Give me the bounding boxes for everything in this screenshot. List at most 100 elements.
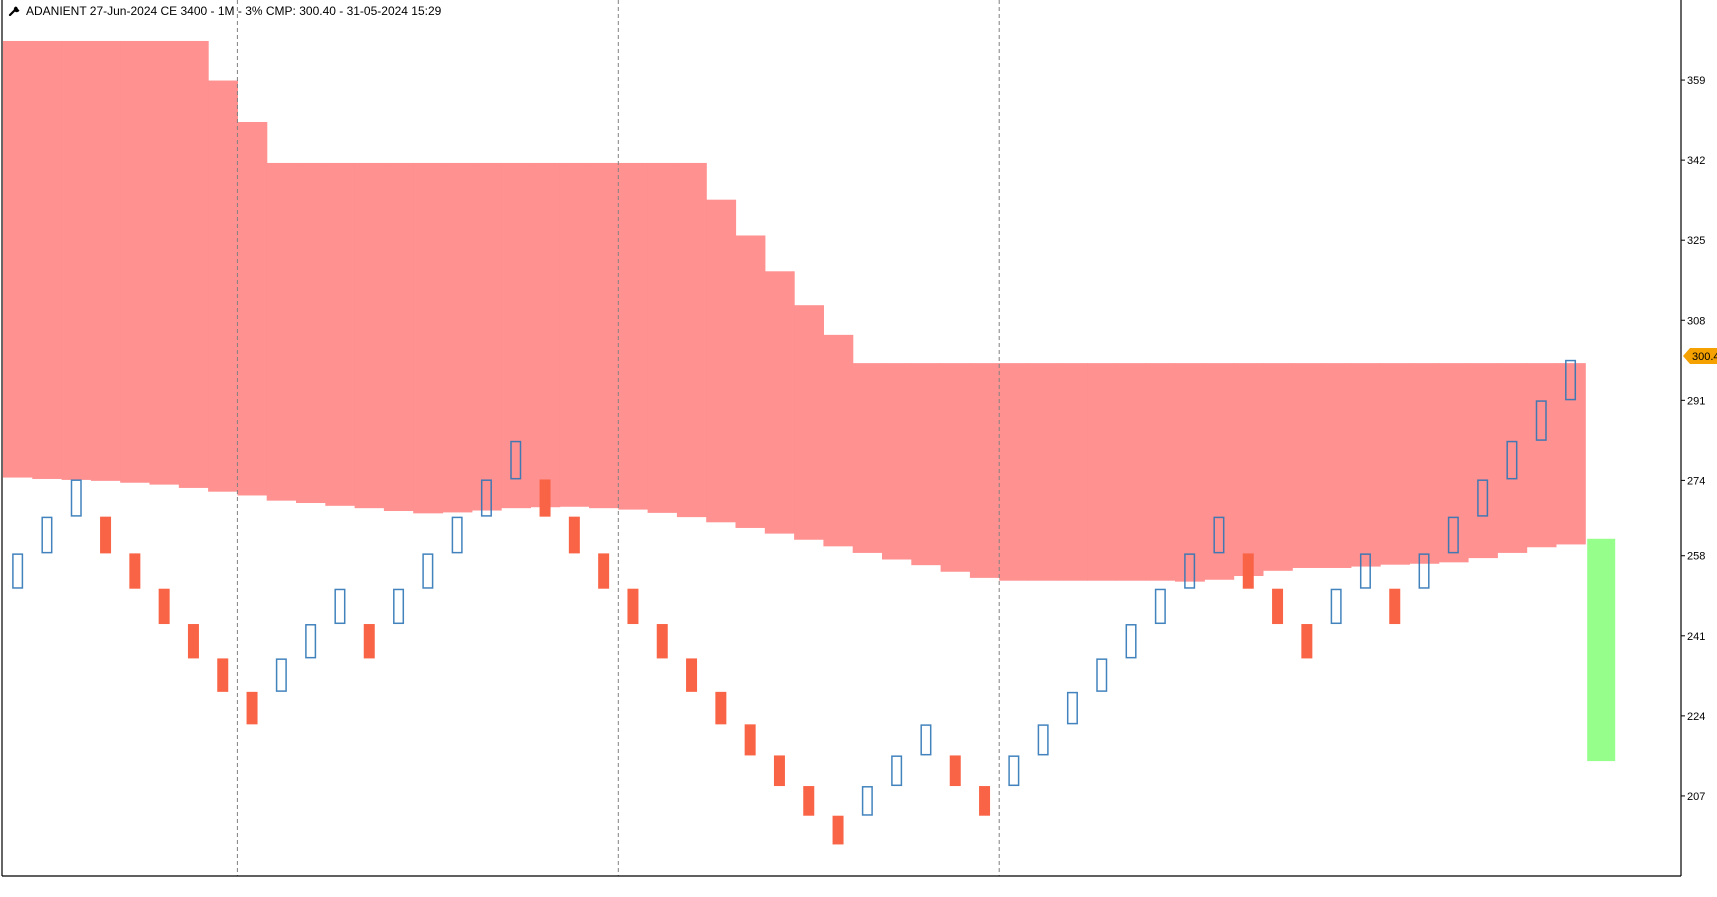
renko-brick-down	[1272, 588, 1284, 625]
zone-segment	[120, 40, 151, 483]
renko-brick-layer	[12, 359, 1577, 845]
renko-brick-up	[1125, 624, 1137, 659]
renko-brick-down	[598, 553, 610, 589]
zone-segment	[882, 363, 912, 560]
zone-segment	[1526, 363, 1557, 548]
zone-segment	[325, 162, 356, 506]
zone-segment	[266, 162, 297, 501]
column-separator-layer	[236, 0, 1000, 876]
renko-brick-down	[1301, 624, 1313, 659]
zone-segment	[911, 363, 942, 566]
zone-segment	[1409, 363, 1440, 564]
price-axis: 359 342 325 308 291 274 258 241 224 207 300.4	[1, 0, 1717, 877]
zone-segment	[823, 334, 854, 547]
renko-brick-down	[158, 588, 170, 625]
renko-brick-down	[715, 691, 727, 725]
zone-segment	[530, 162, 561, 508]
renko-brick-up	[1066, 691, 1078, 725]
renko-brick-up	[891, 755, 903, 787]
y-tick-label: 258	[1687, 551, 1705, 563]
zone-segment	[3, 40, 33, 478]
zone-segment	[852, 363, 883, 553]
renko-brick-up	[1096, 658, 1108, 692]
renko-brick-up	[393, 588, 405, 625]
zone-segment	[1116, 363, 1147, 581]
zone-segment	[676, 162, 707, 518]
zone-segment	[559, 162, 590, 507]
volume-bar	[1587, 538, 1616, 762]
current-price-tag: 300.4	[1683, 348, 1717, 365]
zone-segment	[735, 235, 766, 528]
zone-segment	[1028, 363, 1059, 581]
renko-brick-down	[773, 755, 785, 787]
zone-segment	[90, 40, 121, 481]
zone-segment	[794, 305, 824, 540]
zone-segment	[999, 363, 1030, 581]
renko-brick-down	[363, 624, 375, 659]
y-tick-label: 342	[1687, 155, 1705, 167]
zone-segment	[940, 363, 971, 572]
renko-brick-up	[1359, 553, 1371, 589]
renko-brick-down	[744, 724, 756, 756]
renko-brick-down	[187, 624, 199, 659]
renko-brick-down	[129, 553, 141, 589]
zone-segment	[208, 80, 238, 492]
volume-bar-layer	[1587, 538, 1616, 762]
renko-brick-down	[949, 755, 961, 787]
renko-brick-up	[275, 658, 287, 692]
zone-segment	[296, 162, 326, 503]
renko-brick-up	[861, 786, 873, 816]
renko-brick-down	[686, 658, 698, 692]
zone-segment	[501, 162, 531, 509]
zone-segment	[1262, 363, 1293, 571]
renko-brick-up	[12, 553, 24, 589]
renko-brick-down	[568, 516, 580, 554]
zone-segment	[1438, 363, 1469, 563]
renko-brick-down	[656, 624, 668, 659]
zone-segment	[1233, 363, 1264, 576]
zone-segment	[1204, 363, 1235, 580]
renko-brick-up	[1154, 588, 1166, 625]
zone-segment	[61, 40, 92, 480]
zone-segment	[1292, 363, 1323, 568]
renko-brick-down	[246, 691, 258, 725]
renko-brick-up	[305, 624, 317, 659]
wrench-icon[interactable]	[8, 4, 22, 16]
renko-brick-up	[334, 588, 346, 625]
renko-brick-up	[1506, 440, 1518, 480]
y-tick-label: 274	[1687, 475, 1705, 487]
zone-segment	[1321, 363, 1352, 568]
zone-segment	[1555, 363, 1586, 545]
y-tick-label: 207	[1687, 791, 1705, 803]
zone-segment	[1350, 363, 1381, 567]
renko-brick-up	[1447, 516, 1459, 554]
renko-brick-up	[1418, 553, 1430, 589]
renko-brick-down	[100, 516, 112, 554]
renko-brick-up	[422, 553, 434, 589]
zone-segment	[471, 162, 502, 511]
y-tick-label: 359	[1687, 75, 1705, 87]
zone-segment	[354, 162, 385, 509]
renko-brick-up	[920, 724, 932, 756]
zone-segment	[1380, 363, 1410, 565]
renko-brick-up	[480, 479, 492, 517]
zone-segment	[618, 162, 649, 510]
y-tick-label: 224	[1687, 711, 1705, 723]
zone-segment	[413, 162, 444, 514]
renko-brick-up	[1535, 400, 1547, 441]
chart-title: ADANIENT 27-Jun-2024 CE 3400 - 1M - 3% C…	[8, 2, 441, 20]
y-tick-label: 241	[1687, 631, 1705, 643]
renko-brick-down	[803, 786, 815, 816]
resistance-zone-layer	[3, 40, 1586, 582]
renko-brick-up	[1037, 724, 1049, 756]
zone-segment	[32, 40, 63, 479]
zone-segment	[178, 40, 209, 488]
renko-brick-up	[1477, 479, 1489, 517]
zone-segment	[969, 363, 1000, 578]
renko-brick-down	[1242, 553, 1254, 589]
renko-brick-up	[510, 440, 522, 480]
zone-segment	[237, 121, 268, 496]
renko-brick-down	[217, 658, 229, 692]
